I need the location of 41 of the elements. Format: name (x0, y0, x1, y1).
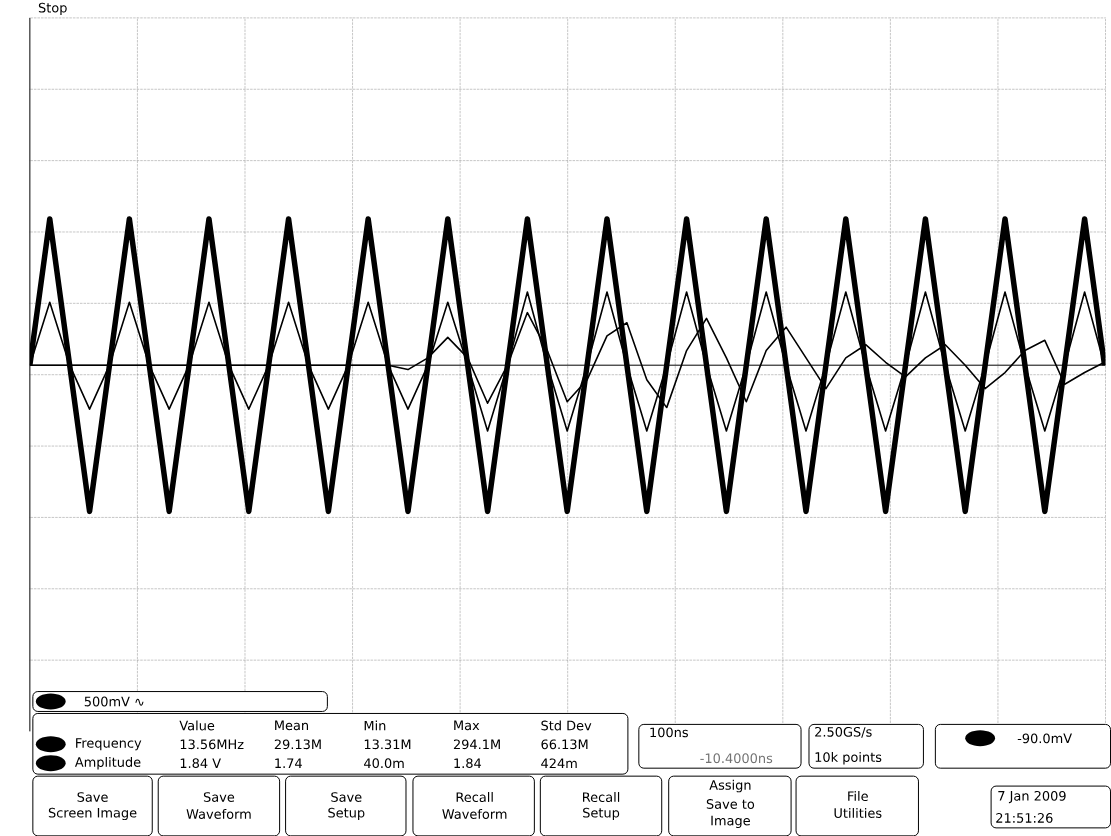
text: 7 Jan 2009 (998, 790, 1066, 803)
text: 13.31M (364, 739, 411, 750)
text: 500mV ∿ (84, 696, 144, 707)
text: 13.56MHz (180, 739, 244, 750)
text: Setup (583, 807, 620, 820)
text: Recall (583, 791, 620, 802)
text: 1.84 (454, 758, 482, 768)
text: Save to (706, 798, 755, 809)
text: Std Dev (541, 720, 592, 731)
text: 29.13M (274, 739, 321, 750)
text: File (848, 790, 868, 801)
text: Recall (456, 791, 493, 802)
text: Waveform (186, 808, 251, 819)
text: 100ns (650, 727, 688, 738)
text: Mean (275, 720, 308, 731)
text: 1.84 V (180, 758, 221, 768)
text: Frequency (76, 738, 142, 751)
text: 1.74 (275, 758, 302, 768)
text: 2.50GS/s (815, 726, 872, 738)
text: Waveform (442, 808, 507, 819)
text: Image (711, 815, 750, 828)
text: Min (364, 720, 386, 731)
text: 21:51:26 (996, 812, 1053, 823)
text: Screen Image (48, 807, 137, 820)
text: Utilities (834, 807, 882, 818)
text: Max (454, 720, 480, 731)
text: 10k points (815, 751, 882, 765)
text: 40.0m (364, 758, 404, 768)
text: Assign (709, 779, 751, 793)
text: 66.13M (541, 739, 588, 750)
text: Save (331, 791, 362, 802)
text: Amplitude (74, 756, 141, 770)
text: Save (77, 791, 108, 802)
text: 294.1M (453, 739, 500, 750)
text: 424m (541, 758, 577, 768)
text: Setup (328, 807, 365, 820)
text: -10.4000ns (700, 753, 773, 763)
text: Save (203, 791, 235, 802)
chart-title: Stop (38, 2, 67, 15)
text: -90.0mV (1017, 733, 1072, 744)
text: Value (179, 720, 215, 731)
